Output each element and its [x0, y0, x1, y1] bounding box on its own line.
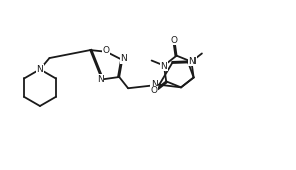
- Text: N: N: [161, 62, 167, 71]
- Text: O: O: [103, 46, 110, 55]
- Text: O: O: [151, 86, 157, 95]
- Text: N: N: [37, 65, 43, 74]
- Text: O: O: [171, 36, 178, 45]
- Text: N: N: [188, 57, 195, 66]
- Text: N: N: [97, 75, 104, 84]
- Text: N: N: [151, 80, 157, 89]
- Text: N: N: [189, 57, 196, 66]
- Text: N: N: [120, 54, 127, 63]
